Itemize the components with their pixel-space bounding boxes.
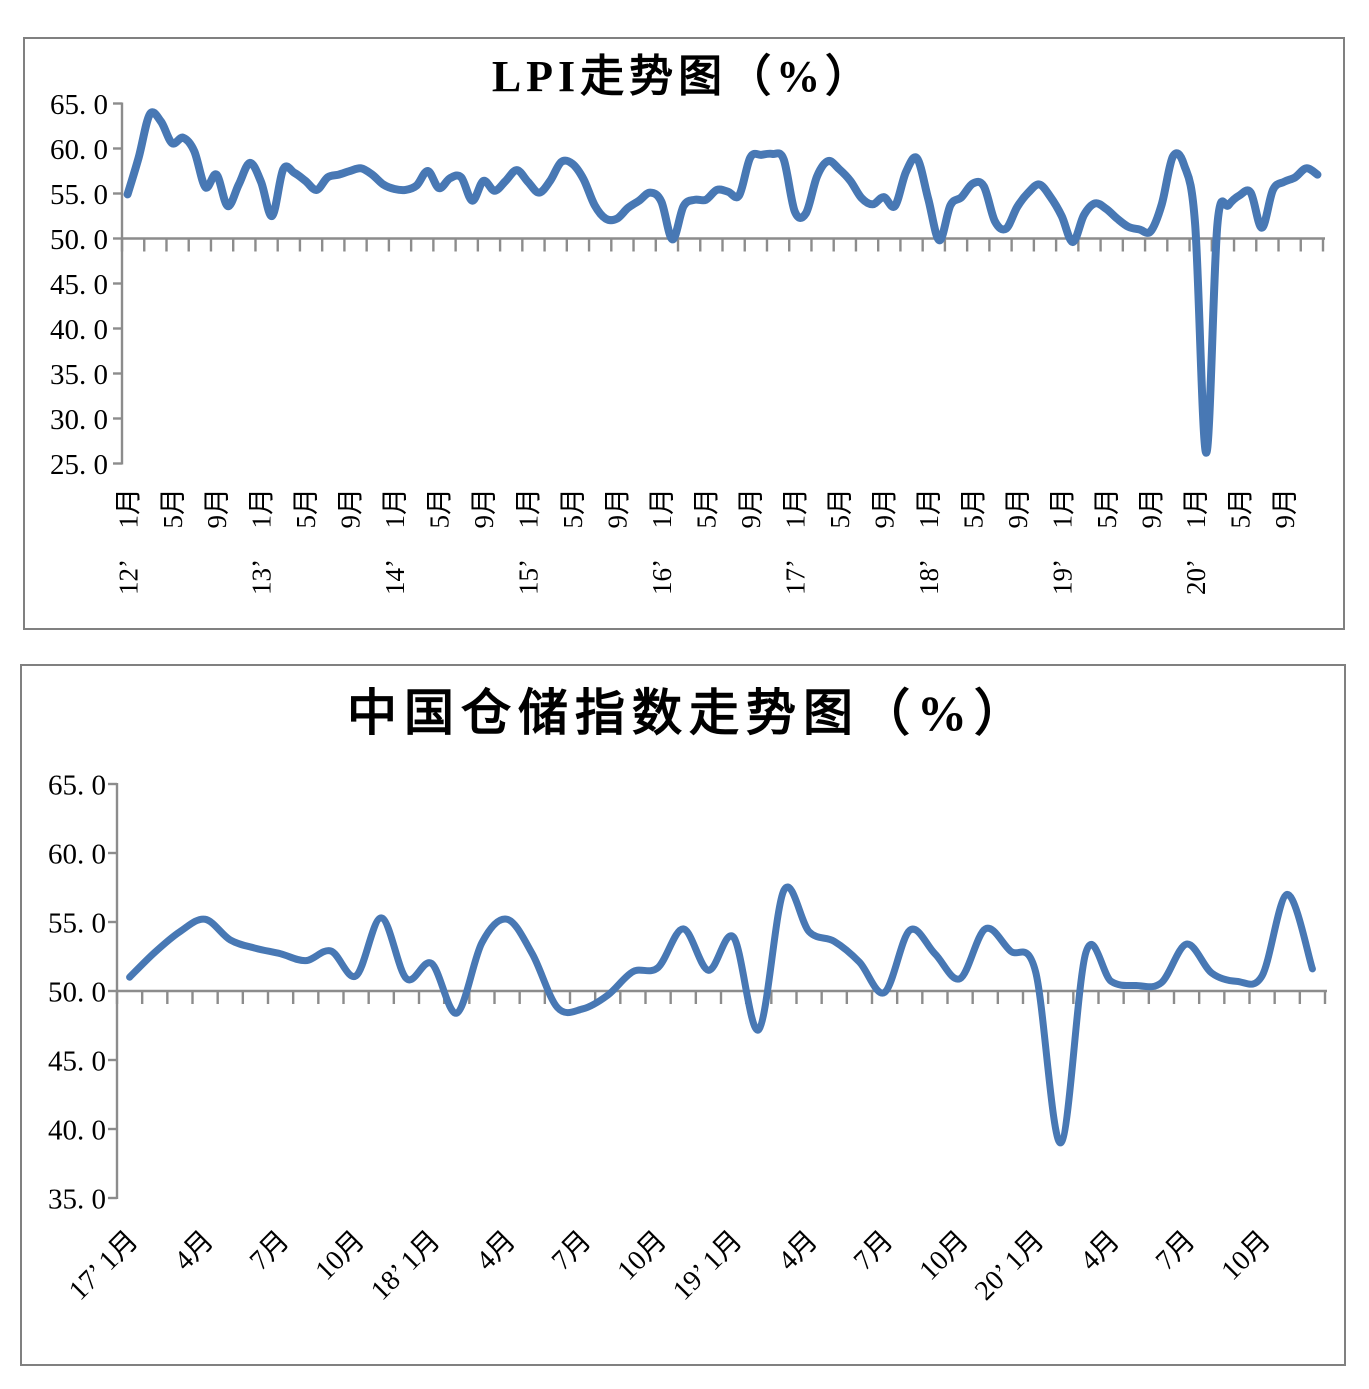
x-tick-label: 5月 (825, 488, 855, 529)
x-tick-label: 4月 (772, 1225, 824, 1277)
x-year-label: 17’ (781, 559, 811, 595)
x-tick-label: 9月 (869, 488, 899, 529)
x-tick-label: 10月 (1216, 1225, 1278, 1287)
x-tick-label: 7月 (1150, 1225, 1202, 1277)
x-tick-label: 5月 (558, 488, 588, 529)
x-tick-label: 9月 (1270, 488, 1300, 529)
x-tick-label: 5月 (291, 488, 321, 529)
y-tick-label: 55. 0 (48, 907, 106, 939)
y-tick-label: 50. 0 (50, 224, 108, 256)
x-tick-label: 10月 (914, 1225, 976, 1287)
lpi-trend-chart: LPI走势图（%） 65. 0 60. 0 55. 0 50. 0 45. 0 40. 0 3… (23, 37, 1345, 630)
x-tick-label: 1月 (514, 488, 544, 529)
y-tick-label: 50. 0 (48, 976, 106, 1008)
x-axis-ticks (115, 991, 1327, 1004)
chart-title: LPI走势图（%） (492, 52, 874, 101)
y-axis-labels: 65. 0 60. 0 55. 0 50. 0 45. 0 40. 0 35. 0 (48, 769, 117, 1215)
x-tick-label: 9月 (202, 488, 232, 529)
x-year-label: 13’ (247, 559, 277, 595)
x-tick-label: 9月 (736, 488, 766, 529)
x-tick-label: 1月 (1181, 488, 1211, 529)
x-tick-label: 5月 (158, 488, 188, 529)
x-tick-label: 9月 (1136, 488, 1166, 529)
lpi-series-line (123, 108, 1322, 457)
x-tick-label: 4月 (1074, 1225, 1126, 1277)
chart-border (20, 664, 1346, 1366)
x-tick-label: 9月 (1003, 488, 1033, 529)
x-axis-labels: 1月 5月 9月 1月 5月 9月 1月 5月 9月 1月 5月 9月 1月 5月 9月 1月 5月 9月 1月 5月… (113, 488, 1300, 595)
x-tick-label: 1月 (247, 488, 277, 529)
x-tick-label: 1月 (113, 488, 143, 529)
y-tick-label: 40. 0 (50, 314, 108, 346)
x-tick-label: 18’ 1月 (365, 1225, 446, 1306)
x-tick-label: 4月 (168, 1225, 220, 1277)
x-tick-label: 10月 (612, 1225, 674, 1287)
x-tick-label: 1月 (380, 488, 410, 529)
x-year-label: 16’ (647, 559, 677, 595)
x-tick-label: 7月 (848, 1225, 900, 1277)
x-tick-label: 9月 (336, 488, 366, 529)
x-tick-label: 1月 (1047, 488, 1077, 529)
x-tick-label: 5月 (1092, 488, 1122, 529)
y-tick-label: 65. 0 (50, 89, 108, 121)
warehouse-index-trend-chart: 中国仓储指数走势图（%） 65. 0 60. 0 55. 0 50. 0 45. 0 40.… (20, 664, 1346, 1366)
x-tick-label: 7月 (244, 1225, 296, 1277)
y-tick-label: 25. 0 (50, 449, 108, 481)
x-tick-label: 4月 (470, 1225, 522, 1277)
x-year-label: 19’ (1047, 559, 1077, 595)
x-tick-label: 1月 (914, 488, 944, 529)
y-tick-label: 55. 0 (50, 179, 108, 211)
x-tick-label: 5月 (1225, 488, 1255, 529)
y-tick-label: 45. 0 (50, 269, 108, 301)
x-tick-label: 5月 (958, 488, 988, 529)
x-tick-label: 19’ 1月 (667, 1225, 748, 1306)
x-year-label: 15’ (514, 559, 544, 595)
x-tick-label: 1月 (781, 488, 811, 529)
y-tick-label: 60. 0 (50, 134, 108, 166)
chart-border (23, 37, 1345, 630)
x-tick-label: 9月 (603, 488, 633, 529)
y-tick-label: 35. 0 (48, 1183, 106, 1215)
x-year-label: 18’ (914, 559, 944, 595)
x-tick-label: 9月 (469, 488, 499, 528)
x-tick-label: 17’ 1月 (63, 1225, 144, 1306)
warehouse-series-line (126, 883, 1316, 1147)
y-tick-label: 30. 0 (50, 404, 108, 436)
y-tick-label: 65. 0 (48, 769, 106, 801)
y-tick-label: 60. 0 (48, 838, 106, 870)
y-tick-label: 35. 0 (50, 359, 108, 391)
lpi-chart-svg: LPI走势图（%） 65. 0 60. 0 55. 0 50. 0 45. 0 40. 0 3… (23, 37, 1345, 630)
x-tick-label: 7月 (546, 1225, 598, 1277)
warehouse-chart-svg: 中国仓储指数走势图（%） 65. 0 60. 0 55. 0 50. 0 45. 0 40.… (20, 664, 1346, 1366)
x-tick-label: 5月 (425, 488, 455, 529)
x-tick-label: 1月 (647, 488, 677, 529)
chart-title: 中国仓储指数走势图（%） (347, 685, 1031, 741)
x-year-label: 14’ (380, 559, 410, 595)
y-tick-label: 45. 0 (48, 1045, 106, 1077)
y-axis-labels: 65. 0 60. 0 55. 0 50. 0 45. 0 40. 0 35. 0 30. 0… (50, 89, 122, 481)
x-year-label: 20’ (1181, 559, 1211, 595)
x-year-label: 12’ (113, 559, 143, 595)
x-axis-ticks (120, 238, 1325, 252)
x-tick-label: 5月 (692, 488, 722, 529)
y-tick-label: 40. 0 (48, 1114, 106, 1146)
x-tick-label: 20’ 1月 (969, 1225, 1050, 1306)
x-tick-label: 10月 (310, 1225, 372, 1287)
